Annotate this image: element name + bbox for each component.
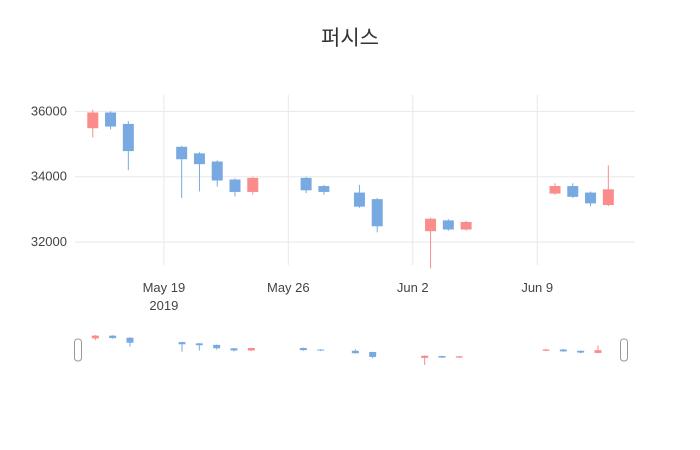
y-tick-label: 34000 bbox=[31, 169, 67, 184]
x-tick-label: May 19 bbox=[143, 280, 186, 295]
x-tick-label: May 26 bbox=[267, 280, 310, 295]
rangeslider-candle bbox=[91, 335, 99, 341]
rangeslider-candle bbox=[178, 341, 186, 352]
rangeslider-candle bbox=[213, 344, 221, 350]
candlestick[interactable] bbox=[247, 176, 259, 195]
rangeslider-candle bbox=[559, 348, 567, 352]
candle-body bbox=[567, 186, 579, 197]
rangeslider-candle bbox=[247, 347, 255, 352]
candle-body bbox=[371, 199, 383, 227]
candle-body bbox=[211, 161, 223, 181]
rangeslider-candle bbox=[455, 356, 463, 358]
y-tick-label: 32000 bbox=[31, 234, 67, 249]
x-tick-label: Jun 2 bbox=[397, 280, 429, 295]
rangeslider-candle-body bbox=[421, 355, 429, 358]
rangeslider-track[interactable] bbox=[78, 333, 624, 367]
candle-body bbox=[176, 146, 188, 160]
rangeslider-candle bbox=[109, 335, 117, 339]
rangeslider-candle bbox=[230, 347, 238, 352]
candle-body bbox=[193, 153, 205, 165]
rangeslider-candle bbox=[299, 347, 307, 351]
x-tick-year-label: 2019 bbox=[149, 298, 178, 313]
rangeslider-candle-body bbox=[351, 350, 359, 354]
plot-area[interactable] bbox=[75, 95, 635, 265]
rangeslider-candle-body bbox=[577, 350, 585, 353]
candle-body bbox=[122, 123, 134, 152]
candlestick[interactable] bbox=[105, 111, 117, 130]
candlestick[interactable] bbox=[567, 183, 579, 198]
candle-body bbox=[425, 218, 437, 232]
rangeslider-candle-body bbox=[247, 347, 255, 351]
rangeslider-candle-body bbox=[91, 335, 99, 339]
rangeslider-candle-body bbox=[213, 344, 221, 349]
candle-body bbox=[460, 222, 472, 230]
candlestick[interactable] bbox=[602, 165, 614, 207]
candle-body bbox=[442, 220, 454, 230]
candlestick[interactable] bbox=[211, 160, 223, 187]
candlestick[interactable] bbox=[318, 184, 330, 195]
candle-body bbox=[549, 186, 561, 194]
rangeslider-candle bbox=[369, 351, 377, 359]
rangeslider-candle-body bbox=[299, 347, 307, 351]
candle-body bbox=[87, 112, 99, 129]
candlestick[interactable] bbox=[300, 176, 312, 194]
candlestick[interactable] bbox=[353, 184, 365, 208]
candlestick[interactable] bbox=[371, 197, 383, 233]
rangeslider-candle-body bbox=[455, 356, 463, 358]
rangeslider-handle-left[interactable] bbox=[74, 338, 82, 362]
rangeslider-candle bbox=[542, 348, 550, 352]
rangeslider-candle-body bbox=[594, 350, 602, 353]
rangeslider-candle bbox=[577, 350, 585, 354]
rangeslider-candle-body bbox=[195, 343, 203, 346]
rangeslider-candle bbox=[317, 349, 325, 352]
rangeslider-candle-body bbox=[109, 335, 117, 339]
rangeslider-candle-body bbox=[230, 348, 238, 351]
rangeslider-candle-body bbox=[178, 342, 186, 345]
rangeslider-candle-body bbox=[369, 352, 377, 357]
candlestick[interactable] bbox=[122, 121, 134, 171]
candlestick[interactable] bbox=[549, 183, 561, 195]
candle-body bbox=[300, 177, 312, 191]
chart-title: 퍼시스 bbox=[321, 27, 379, 50]
candle-body bbox=[247, 177, 259, 192]
rangeslider-candle bbox=[126, 337, 134, 347]
candlestick[interactable] bbox=[425, 217, 437, 269]
rangeslider-candle-body bbox=[126, 337, 134, 343]
candle-body bbox=[229, 179, 241, 192]
candlestick[interactable] bbox=[176, 145, 188, 198]
candlestick[interactable] bbox=[193, 152, 205, 192]
rangeslider-candle bbox=[421, 355, 429, 365]
candle-body bbox=[318, 186, 330, 192]
rangeslider-candle-body bbox=[542, 349, 550, 351]
candlestick[interactable] bbox=[87, 109, 99, 138]
candlestick[interactable] bbox=[460, 220, 472, 231]
x-tick-label: Jun 9 bbox=[521, 280, 553, 295]
candlestick[interactable] bbox=[442, 219, 454, 231]
candle-body bbox=[353, 192, 365, 207]
rangeslider-candle bbox=[351, 349, 359, 354]
candle-body bbox=[585, 192, 597, 204]
candle-body bbox=[105, 112, 117, 127]
rangeslider-candle bbox=[594, 345, 602, 354]
rangeslider-candle bbox=[195, 343, 203, 351]
candle-body bbox=[602, 189, 614, 206]
rangeslider-candle bbox=[438, 355, 446, 358]
candlestick[interactable] bbox=[585, 191, 597, 207]
candlestick[interactable] bbox=[229, 178, 241, 197]
rangeslider-candle-body bbox=[438, 356, 446, 358]
rangeslider-candle-body bbox=[317, 349, 325, 351]
rangeslider-handle-right[interactable] bbox=[620, 338, 628, 362]
y-tick-label: 36000 bbox=[31, 103, 67, 118]
rangeslider-candle-body bbox=[559, 349, 567, 352]
